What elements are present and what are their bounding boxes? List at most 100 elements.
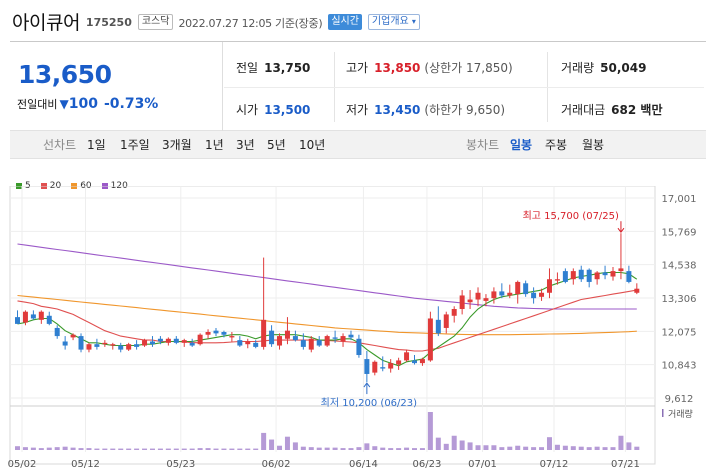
candle-body bbox=[292, 336, 298, 341]
period-weekly[interactable]: 주봉 bbox=[545, 138, 568, 152]
stat-high-value: 13,850 bbox=[374, 61, 421, 75]
period-1y[interactable]: 1년 bbox=[205, 138, 224, 152]
volume-bar bbox=[626, 442, 632, 450]
candle-body bbox=[618, 268, 624, 272]
volume-bar bbox=[483, 445, 489, 450]
volume-bar bbox=[110, 448, 116, 450]
volume-bar bbox=[316, 447, 322, 450]
candle-body bbox=[499, 291, 505, 296]
candle-body bbox=[475, 292, 481, 300]
period-monthly[interactable]: 월봉 bbox=[582, 138, 605, 152]
candle-body bbox=[86, 344, 92, 350]
volume-bar bbox=[578, 446, 584, 450]
y-tick-label: 10,843 bbox=[662, 361, 697, 372]
y-tick-label: 9,612 bbox=[665, 394, 694, 405]
stat-amount-value: 682 백만 bbox=[611, 103, 663, 117]
candle-body bbox=[277, 336, 283, 346]
candles bbox=[15, 233, 640, 383]
candle-body bbox=[284, 330, 290, 339]
candle-body bbox=[22, 311, 28, 323]
candle-body bbox=[221, 332, 227, 335]
volume-bar bbox=[86, 448, 92, 450]
candle-body bbox=[546, 279, 552, 293]
period-3y[interactable]: 3년 bbox=[236, 138, 255, 152]
volume-bar bbox=[531, 447, 537, 450]
chart-grid bbox=[9, 186, 656, 465]
volume-bar bbox=[515, 445, 521, 450]
change-percent: -0.73% bbox=[103, 96, 159, 112]
candle-body bbox=[372, 361, 378, 373]
chart-annotations: 최고 15,700 (07/25) 최저 10,200 (06/23) bbox=[321, 210, 625, 409]
volume-bar bbox=[546, 437, 552, 450]
candle-chart-label: 봉차트 bbox=[466, 138, 500, 152]
period-5y[interactable]: 5년 bbox=[267, 138, 286, 152]
stock-name: 아이큐어 bbox=[12, 11, 80, 34]
company-info-button[interactable]: 기업개요 ▾ bbox=[367, 14, 420, 30]
volume-bar bbox=[173, 448, 179, 450]
volume-bar bbox=[388, 448, 394, 450]
stat-high-label: 고가 bbox=[346, 61, 369, 75]
volume-bar bbox=[277, 445, 283, 450]
volume-bar bbox=[610, 447, 616, 450]
volume-bar bbox=[308, 447, 314, 450]
realtime-button[interactable]: 실시간 bbox=[328, 14, 362, 30]
volume-label: 거래량 bbox=[668, 408, 693, 420]
period-1d[interactable]: 1일 bbox=[87, 138, 106, 152]
volume-bar bbox=[324, 447, 330, 450]
candle-body bbox=[181, 340, 187, 343]
volume-bar bbox=[570, 446, 576, 450]
volume-bar bbox=[491, 445, 497, 450]
candle-body bbox=[30, 314, 36, 319]
volume-bar bbox=[356, 447, 362, 450]
candle-body bbox=[54, 327, 60, 337]
candle-body bbox=[578, 269, 584, 280]
volume-bar bbox=[562, 445, 568, 450]
candle-body bbox=[380, 367, 386, 369]
volume-bar bbox=[634, 446, 640, 450]
moving-averages bbox=[17, 243, 638, 367]
period-3m[interactable]: 3개월 bbox=[162, 138, 192, 152]
chart-axes: 17,001 15,769 14,538 13,306 12,075 10,843 9,61… bbox=[8, 194, 697, 470]
candle-body bbox=[134, 344, 140, 347]
candle-body bbox=[126, 344, 132, 350]
volume-bar bbox=[62, 446, 68, 450]
stat-lower-limit: (하한가 9,650) bbox=[424, 103, 506, 117]
ma-line-120 bbox=[17, 243, 637, 310]
volume-bar bbox=[197, 448, 203, 450]
stat-open-label: 시가 bbox=[236, 103, 259, 117]
stat-volume-label: 거래량 bbox=[561, 61, 595, 75]
volume-bar bbox=[459, 440, 465, 450]
candlestick-chart[interactable]: 17,001 15,769 14,538 13,306 12,075 10,843 9,61… bbox=[0, 186, 706, 473]
x-tick-label: 05/12 bbox=[71, 459, 100, 470]
candle-body bbox=[562, 271, 568, 282]
stat-open-value: 13,500 bbox=[264, 103, 311, 117]
company-info-label: 기업개요 bbox=[371, 16, 409, 27]
stat-prev-value: 13,750 bbox=[264, 61, 311, 75]
period-1w[interactable]: 1주일 bbox=[120, 138, 150, 152]
period-daily[interactable]: 일봉 bbox=[510, 138, 533, 152]
y-tick-label: 15,769 bbox=[662, 227, 697, 238]
volume-bar bbox=[348, 448, 354, 450]
x-tick-label: 07/21 bbox=[611, 459, 640, 470]
volume-bar bbox=[205, 448, 211, 450]
line-chart-label: 선차트 bbox=[43, 138, 77, 152]
x-tick-label: 05/02 bbox=[8, 459, 37, 470]
stat-volume-value: 50,049 bbox=[600, 61, 647, 75]
stat-prev: 전일 13,750 bbox=[236, 59, 310, 76]
price-change: 전일대비 ▼ 100 -0.73% bbox=[17, 96, 158, 112]
volume-bar bbox=[165, 448, 171, 450]
period-10y[interactable]: 10년 bbox=[299, 138, 326, 152]
stat-low: 저가 13,450 (하한가 9,650) bbox=[346, 101, 505, 118]
stock-header: 아이큐어 175250 코스닥 2022.07.27 12:05 기준(장중) … bbox=[12, 8, 420, 34]
candle-body bbox=[340, 336, 346, 342]
stat-prev-label: 전일 bbox=[236, 61, 259, 75]
volume-bar bbox=[412, 448, 417, 450]
volume-bar bbox=[499, 447, 505, 450]
candle-body bbox=[229, 336, 235, 338]
volume-bar bbox=[539, 447, 545, 450]
volume-bar bbox=[38, 448, 44, 450]
candle-body bbox=[515, 281, 521, 295]
volume-bar bbox=[467, 442, 473, 450]
candle-body bbox=[142, 340, 148, 346]
current-price: 13,650 bbox=[18, 60, 112, 89]
